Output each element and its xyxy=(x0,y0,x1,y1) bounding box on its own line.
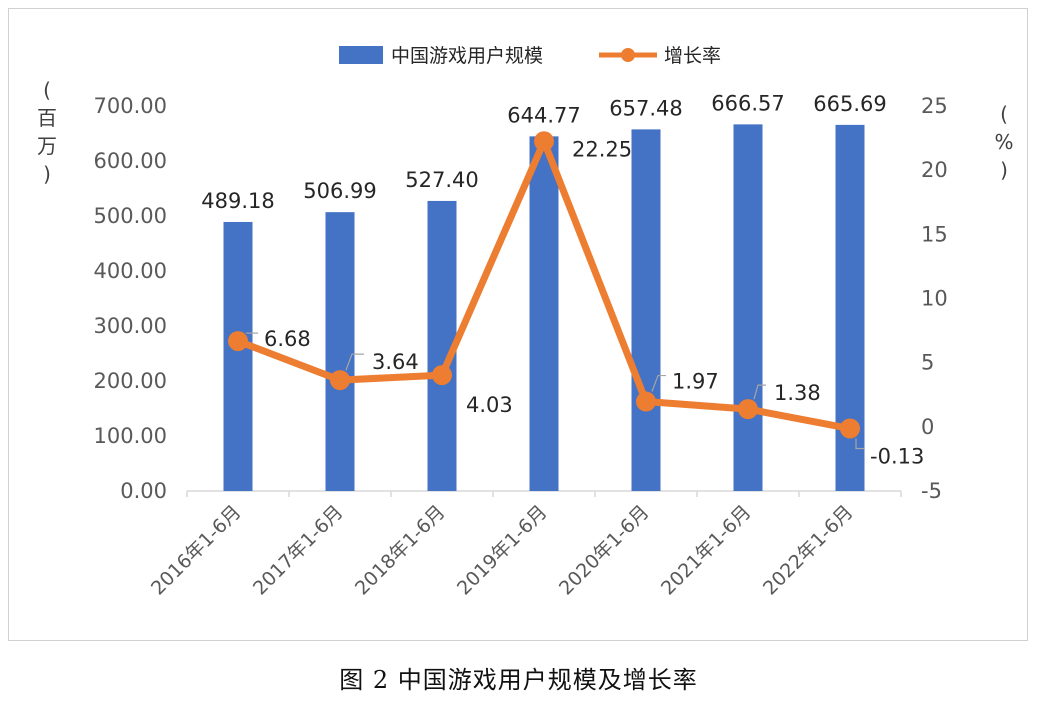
legend-label-bar: 中国游戏用户规模 xyxy=(391,45,543,67)
right-tick-label: 25 xyxy=(921,94,948,118)
x-tick-label: 2019年1-6月 xyxy=(453,501,552,600)
growth-rate-label: 22.25 xyxy=(572,137,632,161)
x-tick-label: 2016年1-6月 xyxy=(147,501,246,600)
left-unit-char: ) xyxy=(43,162,51,186)
left-axis-ticks: 0.00 100.00 200.00 300.00 400.00 500.00 600.00… xyxy=(94,94,167,503)
left-tick-label: 300.00 xyxy=(94,314,167,338)
growth-rate-label: 1.97 xyxy=(672,370,719,394)
growth-rate-label: 6.68 xyxy=(264,327,311,351)
left-tick-label: 200.00 xyxy=(94,369,167,393)
left-tick-label: 400.00 xyxy=(94,259,167,283)
right-unit-char: ) xyxy=(1000,158,1008,182)
bar-data-label: 657.48 xyxy=(609,96,682,120)
x-tick-label: 2022年1-6月 xyxy=(759,501,858,600)
right-axis-unit: (%) xyxy=(994,102,1013,182)
bar xyxy=(631,129,661,492)
growth-rate-label: 3.64 xyxy=(372,350,419,374)
right-tick-label: 5 xyxy=(921,351,934,375)
x-axis-ticks: 2016年1-6月 2017年1-6月 2018年1-6月 2019年1-6月 2020… xyxy=(147,491,902,600)
leader-line xyxy=(345,353,364,371)
left-tick-label: 0.00 xyxy=(120,479,167,503)
leader-line xyxy=(753,384,766,400)
legend-label-line: 增长率 xyxy=(664,45,721,67)
growth-rate-point xyxy=(432,365,452,386)
bar-data-labels: 489.18 506.99 527.40 644.77 657.48 666.57 665.… xyxy=(201,91,886,213)
right-tick-label: 10 xyxy=(921,287,948,311)
bar xyxy=(325,212,355,491)
growth-rate-point xyxy=(738,399,758,420)
right-axis-ticks: -5 0 5 10 15 20 25 xyxy=(921,94,948,503)
left-tick-label: 500.00 xyxy=(94,204,167,228)
bar-data-label: 666.57 xyxy=(711,91,784,115)
chart: 中国游戏用户规模 增长率 ( 百万) (%) 0.00 100.00 200.00 30… xyxy=(37,45,1014,600)
right-tick-label: 0 xyxy=(921,415,934,439)
right-tick-label: 20 xyxy=(921,158,948,182)
x-tick-label: 2020年1-6月 xyxy=(555,501,654,600)
bar xyxy=(223,221,253,492)
bar-data-label: 644.77 xyxy=(507,103,580,127)
growth-rate-point xyxy=(636,391,656,412)
left-axis-unit: ( 百万) xyxy=(37,78,57,186)
x-tick-label: 2018年1-6月 xyxy=(351,501,450,600)
growth-rate-point xyxy=(534,131,554,152)
left-unit-char: 百 xyxy=(37,106,57,130)
bar xyxy=(733,124,763,491)
growth-rate-points xyxy=(228,131,860,439)
growth-rate-label: 4.03 xyxy=(466,393,513,417)
growth-rate-labels: 6.68 3.64 4.03 22.25 1.97 1.38 -0.13 xyxy=(264,137,924,468)
figure-caption: 图 2 中国游戏用户规模及增长率 xyxy=(339,666,698,694)
legend-swatch-marker xyxy=(621,48,635,62)
growth-rate-point xyxy=(840,418,860,439)
leader-line xyxy=(855,438,864,450)
bar-data-label: 489.18 xyxy=(201,189,274,213)
chart-frame: 中国游戏用户规模 增长率 ( 百万) (%) 0.00 100.00 200.00 30… xyxy=(8,8,1028,641)
bar-data-label: 506.99 xyxy=(303,179,376,203)
bar-data-label: 527.40 xyxy=(405,168,478,192)
x-tick-label: 2021年1-6月 xyxy=(657,501,756,600)
x-tick-label: 2017年1-6月 xyxy=(249,501,348,600)
left-unit-char: 万 xyxy=(37,134,57,158)
left-unit-char: ( xyxy=(43,78,51,102)
right-tick-label: -5 xyxy=(921,479,942,503)
legend-swatch-bar xyxy=(339,46,383,64)
legend: 中国游戏用户规模 增长率 xyxy=(339,45,721,67)
bar xyxy=(529,136,559,491)
left-tick-label: 100.00 xyxy=(94,424,167,448)
right-tick-label: 15 xyxy=(921,222,948,246)
leader-line xyxy=(651,374,666,392)
growth-rate-label: 1.38 xyxy=(774,381,821,405)
left-tick-label: 700.00 xyxy=(94,94,167,118)
bar-data-label: 665.69 xyxy=(813,92,886,116)
growth-rate-point xyxy=(330,370,350,391)
leader-lines xyxy=(246,332,864,450)
growth-rate-point xyxy=(228,331,248,352)
growth-rate-label: -0.13 xyxy=(870,445,924,469)
right-unit-char: ( xyxy=(1000,102,1008,126)
right-unit-char: % xyxy=(994,130,1013,154)
left-tick-label: 600.00 xyxy=(94,149,167,173)
